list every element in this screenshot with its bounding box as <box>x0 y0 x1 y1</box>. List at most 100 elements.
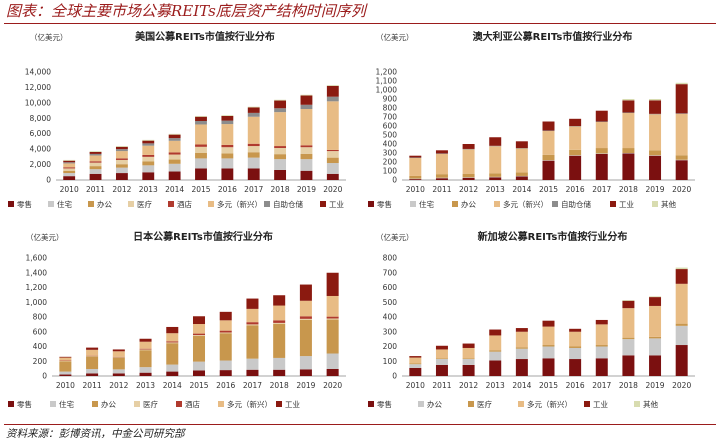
bar-segment <box>273 322 286 325</box>
x-tick-label: 2010 <box>406 381 425 390</box>
y-tick-label: 0 <box>42 372 47 381</box>
bar-segment <box>595 153 608 180</box>
bar-segment <box>595 324 608 346</box>
legend-swatch <box>552 201 558 207</box>
y-tick-label: 800 <box>383 254 398 263</box>
bar-segment <box>569 346 582 348</box>
chart-singapore-reits: 新加坡公募REITs市值按行业分布 （亿美元） 0 100 200 300 400 500 60… <box>368 230 695 409</box>
legend-swatch <box>176 401 182 407</box>
x-tick-label: 2015 <box>189 381 208 390</box>
bar-segment <box>542 320 555 327</box>
footer-divider <box>4 424 716 425</box>
source-note: 资料来源：彭博资讯，中金公司研究部 <box>6 428 185 440</box>
bar-segment <box>622 112 635 149</box>
bar-segment <box>112 369 125 374</box>
bar-segment <box>221 158 234 169</box>
bar-segment <box>139 367 152 373</box>
x-tick-label: 2011 <box>83 381 102 390</box>
bar-segment <box>299 369 312 376</box>
bar-segment <box>326 149 339 152</box>
bar-segment <box>168 159 181 164</box>
x-tick-label: 2014 <box>165 185 184 194</box>
bar-segment <box>192 333 206 336</box>
bar-segment <box>221 124 234 145</box>
y-tick-label: 600 <box>383 122 398 131</box>
y-tick-label: 300 <box>383 327 398 336</box>
bar-segment <box>59 361 72 372</box>
bar-segment <box>326 295 339 317</box>
bar-segment <box>168 152 181 155</box>
bar-segment <box>649 296 662 298</box>
x-tick-label: 2020 <box>672 185 691 194</box>
bar-segment <box>675 84 688 114</box>
bar-segment <box>435 174 448 178</box>
x-tick-label: 2018 <box>270 381 289 390</box>
bar-segment <box>300 153 313 160</box>
bar-segment <box>595 319 608 325</box>
bar-segment <box>246 325 259 359</box>
bar-segment <box>142 156 155 162</box>
bar-segment <box>542 346 555 359</box>
y-tick-label: 200 <box>33 357 48 366</box>
legend-swatch <box>134 401 140 407</box>
bar-segment <box>515 176 528 180</box>
bar-segment <box>247 116 260 144</box>
bar-segment <box>142 140 155 144</box>
legend-label: 住宅 <box>419 199 434 209</box>
bar-segment <box>595 358 608 376</box>
bar-segment <box>542 160 555 180</box>
bar-segment <box>221 147 234 154</box>
bar-segment <box>142 165 155 173</box>
bar-segment <box>273 357 286 370</box>
legend-swatch <box>494 201 500 207</box>
bar-segment <box>86 347 99 350</box>
bar-segment <box>166 364 179 372</box>
bar-segment <box>168 154 181 160</box>
legend-label: 住宅 <box>57 199 72 209</box>
bar-segment <box>221 153 234 159</box>
bar-segment <box>142 145 155 155</box>
y-tick-label: 700 <box>383 113 398 122</box>
bar-segment <box>300 94 313 96</box>
bar-segment <box>649 100 662 114</box>
bar-segment <box>326 316 339 319</box>
bar-segment <box>89 162 102 167</box>
bar-segment <box>195 146 207 153</box>
bar-segment <box>221 115 234 116</box>
bar-segment <box>300 109 313 146</box>
y-tick-label: 10,000 <box>25 98 51 107</box>
bar-segment <box>299 300 312 317</box>
y-tick-label: 0 <box>46 176 51 185</box>
bar-segment <box>274 147 287 155</box>
bar-segment <box>675 325 688 346</box>
bar-segment <box>142 139 155 141</box>
legend-label: 工业 <box>619 199 634 209</box>
bar-segment <box>166 343 179 365</box>
bar-segment <box>649 305 662 337</box>
x-tick-label: 2012 <box>459 381 478 390</box>
x-tick-label: 2019 <box>645 185 664 194</box>
bar-segment <box>168 140 181 153</box>
bar-segment <box>326 85 339 86</box>
bar-segment <box>435 178 448 180</box>
bar-segment <box>569 155 582 180</box>
legend-swatch <box>208 201 214 207</box>
bar-segment <box>622 355 635 376</box>
bar-segment <box>300 104 313 110</box>
bar-segment <box>299 284 312 301</box>
legend-label: 工业 <box>285 399 300 409</box>
legend-label: 零售 <box>377 199 392 209</box>
bar-segment <box>675 283 688 324</box>
bar-segment <box>247 152 260 158</box>
bar-segment <box>326 368 339 376</box>
bar-segment <box>219 330 232 333</box>
bar-segment <box>300 95 313 105</box>
bar-segment <box>409 367 422 376</box>
legend-label: 医疗 <box>137 199 152 209</box>
bar-segment <box>142 143 155 146</box>
bar-segment <box>595 346 608 359</box>
bar-segment <box>195 153 207 159</box>
bar-segment <box>649 99 662 101</box>
bar-segment <box>299 318 312 320</box>
bar-segment <box>569 149 582 156</box>
